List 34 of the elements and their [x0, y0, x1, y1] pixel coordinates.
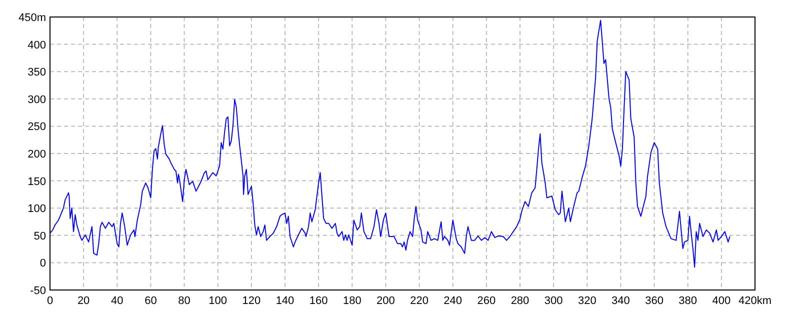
x-tick-label: 60	[144, 295, 157, 307]
x-tick-label: 40	[111, 295, 124, 307]
x-tick-label: 280	[510, 295, 530, 307]
x-tick-label: 340	[612, 295, 630, 307]
x-tick-label: 20	[77, 295, 90, 307]
x-tick-label: 360	[645, 295, 664, 307]
y-tick-label: 50	[34, 230, 46, 242]
x-tick-label: 0	[46, 295, 54, 307]
x-tick-label: 400	[712, 295, 731, 307]
y-tick-label: 300	[28, 94, 46, 106]
y-tick-label: 0	[40, 258, 46, 270]
x-tick-label: 420km	[738, 295, 772, 307]
y-tick-label: 350	[28, 66, 46, 79]
x-tick-label: 260	[477, 295, 496, 307]
x-tick-label: 240	[444, 295, 462, 307]
y-tick-label: 150	[28, 176, 46, 188]
x-tick-label: 100	[208, 295, 228, 307]
x-tick-label: 120	[242, 295, 261, 307]
x-tick-label: 160	[309, 295, 328, 307]
x-tick-label: 380	[678, 295, 698, 307]
y-tick-label: 250	[28, 121, 46, 134]
y-tick-label: 200	[28, 148, 46, 160]
y-tick-label: 100	[28, 203, 46, 216]
x-tick-label: 80	[178, 295, 190, 307]
x-tick-label: 180	[342, 295, 362, 307]
x-tick-label: 220	[410, 295, 428, 307]
y-tick-label: 400	[28, 39, 46, 52]
x-tick-label: 320	[578, 295, 596, 307]
x-tick-label: 200	[376, 295, 395, 307]
line-series	[50, 20, 730, 268]
x-tick-label: 140	[276, 295, 294, 307]
y-tick-label: -50	[30, 285, 46, 297]
y-tick-label: 450m	[18, 12, 46, 24]
x-tick-label: 300	[544, 295, 563, 307]
